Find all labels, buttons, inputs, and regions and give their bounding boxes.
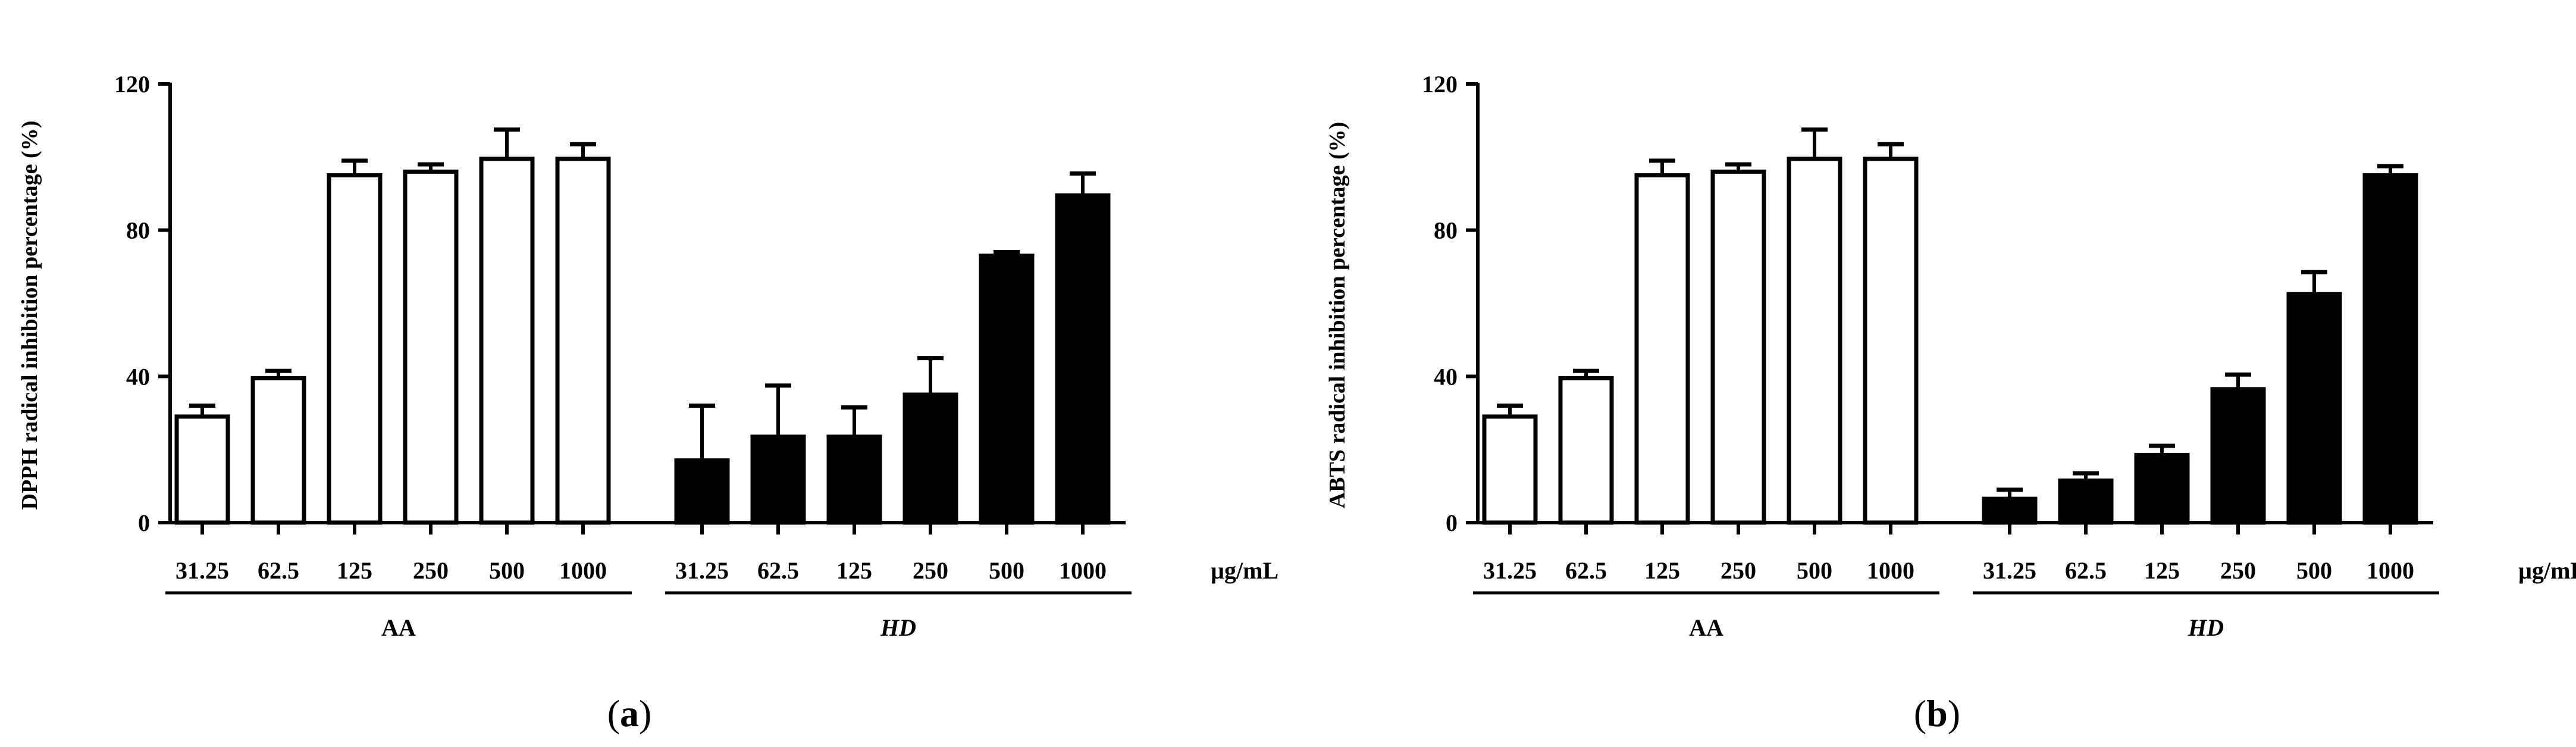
bar bbox=[2058, 478, 2114, 525]
x-tick-label: 125 bbox=[1644, 557, 1680, 584]
group-label: HD bbox=[2188, 614, 2224, 641]
chart-panel-b: ABTS radical inhibition percentage (%) 0 4… bbox=[1325, 71, 2576, 735]
x-unit-label: µg/mL bbox=[1211, 557, 1278, 584]
panel-label: (b) bbox=[1914, 692, 1960, 735]
bar bbox=[750, 435, 806, 525]
x-tick-label: 500 bbox=[2296, 557, 2332, 584]
bar bbox=[1710, 169, 1766, 525]
group-label: HD bbox=[880, 614, 916, 641]
x-tick-label: 62.5 bbox=[2065, 557, 2107, 584]
bar bbox=[327, 173, 383, 525]
x-tick-label: 250 bbox=[413, 557, 449, 584]
bar bbox=[479, 157, 535, 525]
bar bbox=[2286, 292, 2342, 525]
x-tick-label: 125 bbox=[836, 557, 872, 584]
x-tick-label: 1000 bbox=[559, 557, 607, 584]
bar bbox=[250, 376, 306, 525]
y-tick-label: 0 bbox=[1446, 510, 1458, 536]
bar bbox=[174, 414, 230, 525]
bar bbox=[826, 435, 882, 525]
x-tick-label: 31.25 bbox=[1483, 557, 1537, 584]
x-tick-label: 250 bbox=[2220, 557, 2256, 584]
bar bbox=[1982, 496, 2038, 525]
x-tick-label: 125 bbox=[337, 557, 372, 584]
x-tick-label: 250 bbox=[1721, 557, 1756, 584]
x-tick-label: 31.25 bbox=[1983, 557, 2036, 584]
bar bbox=[1482, 414, 1538, 525]
bar bbox=[2210, 387, 2266, 525]
y-tick-label: 40 bbox=[126, 363, 150, 390]
x-tick-label: 1000 bbox=[1867, 557, 1914, 584]
x-tick-label: 31.25 bbox=[675, 557, 729, 584]
x-tick-label: 125 bbox=[2144, 557, 2180, 584]
bar bbox=[555, 157, 611, 525]
bar bbox=[979, 254, 1035, 525]
x-tick-label: 31.25 bbox=[176, 557, 229, 584]
x-tick-label: 1000 bbox=[2367, 557, 2414, 584]
y-tick-label: 40 bbox=[1434, 363, 1458, 390]
y-axis-label: ABTS radical inhibition percentage (%) bbox=[1325, 122, 1350, 509]
x-tick-label: 62.5 bbox=[1565, 557, 1607, 584]
bar bbox=[2362, 173, 2418, 525]
bar bbox=[902, 392, 958, 525]
x-tick-label: 500 bbox=[1797, 557, 1832, 584]
bar bbox=[1558, 376, 1614, 525]
x-tick-label: 500 bbox=[989, 557, 1024, 584]
bar bbox=[674, 458, 730, 525]
y-axis-label: DPPH radical inhibition percentage (%) bbox=[17, 121, 42, 510]
group-label: AA bbox=[381, 614, 416, 641]
x-tick-label: 500 bbox=[489, 557, 525, 584]
bar bbox=[2134, 452, 2190, 525]
y-tick-label: 0 bbox=[138, 510, 150, 536]
bar bbox=[1787, 157, 1842, 525]
panel-label: (a) bbox=[607, 692, 652, 735]
group-label: AA bbox=[1689, 614, 1723, 641]
bar bbox=[1634, 173, 1690, 525]
x-tick-label: 62.5 bbox=[258, 557, 299, 584]
bar bbox=[1055, 193, 1111, 525]
y-tick-label: 120 bbox=[1422, 71, 1458, 98]
x-tick-label: 1000 bbox=[1059, 557, 1107, 584]
x-tick-label: 250 bbox=[913, 557, 948, 584]
x-tick-label: 62.5 bbox=[757, 557, 799, 584]
y-tick-label: 80 bbox=[1434, 217, 1458, 244]
x-unit-label: µg/mL bbox=[2518, 557, 2576, 584]
bar bbox=[403, 169, 459, 525]
y-tick-label: 120 bbox=[114, 71, 150, 98]
chart-panel-a: DPPH radical inhibition percentage (%) 0 4… bbox=[17, 71, 1278, 735]
bar bbox=[1863, 157, 1919, 525]
y-tick-label: 80 bbox=[126, 217, 150, 244]
